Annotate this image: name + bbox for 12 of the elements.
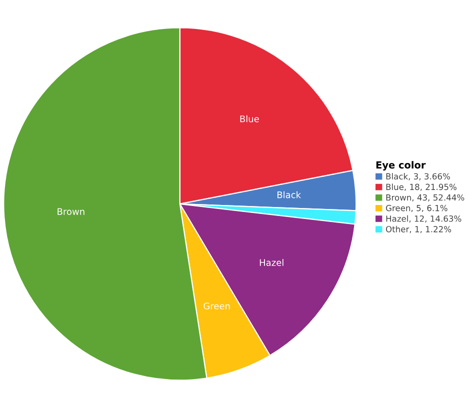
category-label: Black, 3, 3.66%	[386, 173, 450, 180]
category-label: Hazel, 12, 14.63%	[386, 215, 462, 223]
category-label: Brown, 43, 52.44%	[386, 194, 464, 202]
legend-label: Other, 1, 1.22%	[386, 226, 452, 234]
slice-label: Black	[277, 191, 302, 198]
slice-label: Hazel	[260, 258, 284, 266]
category-label: Blue, 18, 21.95%	[386, 184, 456, 191]
slice-label: Blue	[240, 115, 259, 122]
legend-title: Eye color	[376, 161, 426, 171]
slice-label: Green	[204, 302, 230, 310]
category-label: Green, 5, 6.1%	[386, 204, 448, 212]
slice-label: Brown	[58, 208, 84, 215]
